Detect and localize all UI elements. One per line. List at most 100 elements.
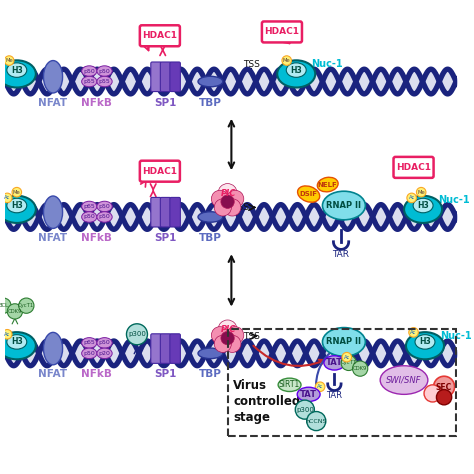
Ellipse shape <box>82 76 97 87</box>
Text: Ac: Ac <box>4 195 10 201</box>
Circle shape <box>18 298 34 313</box>
Circle shape <box>214 335 231 352</box>
Ellipse shape <box>198 212 223 222</box>
Text: p20: p20 <box>99 351 110 356</box>
Ellipse shape <box>97 66 112 76</box>
Ellipse shape <box>7 63 27 77</box>
FancyBboxPatch shape <box>140 161 180 182</box>
Circle shape <box>127 324 147 345</box>
Text: Ac: Ac <box>410 330 417 335</box>
Circle shape <box>282 56 292 65</box>
FancyBboxPatch shape <box>393 157 434 178</box>
Circle shape <box>2 193 12 203</box>
Text: p50: p50 <box>83 214 95 219</box>
FancyBboxPatch shape <box>160 334 171 364</box>
Text: HDAC1: HDAC1 <box>264 27 300 36</box>
Text: p55: p55 <box>83 79 95 84</box>
FancyBboxPatch shape <box>160 62 171 91</box>
Ellipse shape <box>324 356 345 370</box>
Text: p50: p50 <box>99 340 110 346</box>
Text: Me: Me <box>5 58 13 63</box>
Circle shape <box>211 190 228 208</box>
Ellipse shape <box>7 198 27 213</box>
Text: TSS: TSS <box>232 203 248 212</box>
Ellipse shape <box>322 328 365 356</box>
Text: TAR: TAR <box>333 250 349 259</box>
Circle shape <box>224 335 241 352</box>
Text: H3: H3 <box>11 65 23 74</box>
Circle shape <box>4 56 14 65</box>
Ellipse shape <box>97 348 112 359</box>
Ellipse shape <box>317 177 338 192</box>
Text: BCL: BCL <box>0 303 9 308</box>
Ellipse shape <box>82 337 97 348</box>
FancyBboxPatch shape <box>151 334 161 364</box>
Circle shape <box>224 199 241 216</box>
Ellipse shape <box>44 332 63 365</box>
Ellipse shape <box>322 191 365 220</box>
Text: SEC: SEC <box>436 383 452 392</box>
Text: p50: p50 <box>99 204 110 209</box>
Ellipse shape <box>286 63 306 77</box>
Text: H3: H3 <box>11 201 23 210</box>
Text: SP1: SP1 <box>155 369 177 379</box>
Circle shape <box>214 199 231 216</box>
Circle shape <box>417 187 426 197</box>
Text: H3: H3 <box>11 337 23 346</box>
Text: H3: H3 <box>417 201 429 210</box>
Text: CycT1: CycT1 <box>18 303 35 308</box>
Text: TBP: TBP <box>199 98 222 108</box>
Circle shape <box>341 355 356 371</box>
Ellipse shape <box>278 378 301 392</box>
Text: HDAC1: HDAC1 <box>142 31 177 40</box>
Text: TAT: TAT <box>300 390 317 399</box>
Circle shape <box>227 327 244 344</box>
Text: HDAC1: HDAC1 <box>142 167 177 176</box>
Ellipse shape <box>413 198 433 213</box>
Ellipse shape <box>82 201 97 212</box>
Text: Me: Me <box>13 190 21 195</box>
Text: NFAT: NFAT <box>38 233 68 243</box>
Ellipse shape <box>82 348 97 359</box>
Ellipse shape <box>44 196 63 228</box>
Text: TSS: TSS <box>243 60 260 69</box>
Text: TAT: TAT <box>326 358 343 367</box>
Circle shape <box>424 385 441 402</box>
Circle shape <box>221 331 234 345</box>
FancyBboxPatch shape <box>151 62 161 91</box>
Text: CDK9: CDK9 <box>8 309 22 314</box>
Circle shape <box>407 193 417 203</box>
Text: p50: p50 <box>83 69 95 73</box>
Circle shape <box>218 183 237 203</box>
Ellipse shape <box>97 212 112 222</box>
Text: Me: Me <box>417 190 425 195</box>
FancyBboxPatch shape <box>170 62 181 91</box>
Bar <box>228 328 456 437</box>
Text: NFkB: NFkB <box>82 98 112 108</box>
Circle shape <box>315 382 325 392</box>
Ellipse shape <box>97 76 112 87</box>
Text: TBP: TBP <box>199 369 222 379</box>
Text: NFkB: NFkB <box>82 369 112 379</box>
Circle shape <box>295 400 314 419</box>
Text: SWI/SNF: SWI/SNF <box>386 375 422 384</box>
Ellipse shape <box>297 387 320 401</box>
FancyBboxPatch shape <box>160 197 171 227</box>
Circle shape <box>409 328 419 337</box>
Circle shape <box>227 190 244 208</box>
Text: p55: p55 <box>99 79 110 84</box>
Text: RNAP II: RNAP II <box>327 337 362 346</box>
Ellipse shape <box>404 196 442 223</box>
Text: p300: p300 <box>296 407 314 413</box>
Circle shape <box>211 327 228 344</box>
Text: PIC: PIC <box>221 189 236 198</box>
FancyBboxPatch shape <box>262 21 302 43</box>
Text: p50: p50 <box>83 351 95 356</box>
Text: Nuc-1: Nuc-1 <box>440 331 472 341</box>
Ellipse shape <box>298 186 319 202</box>
Text: TSS: TSS <box>243 332 260 341</box>
Text: TBP: TBP <box>199 233 222 243</box>
Text: Ac: Ac <box>409 195 415 201</box>
Ellipse shape <box>0 332 36 359</box>
Text: p50: p50 <box>99 214 110 219</box>
